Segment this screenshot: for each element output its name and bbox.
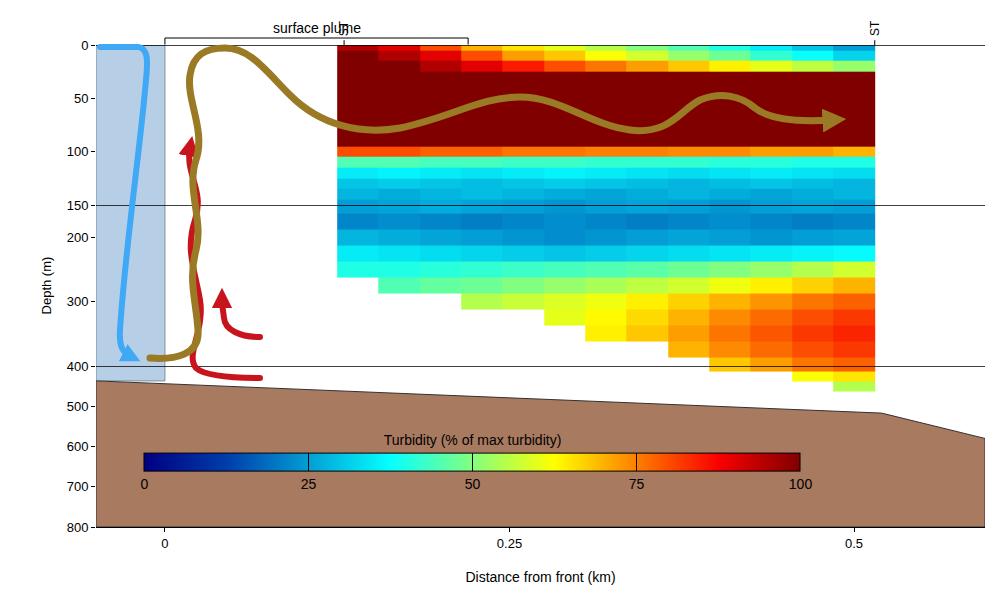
svg-text:100: 100 (67, 144, 89, 159)
svg-text:ST: ST (868, 20, 882, 36)
svg-text:75: 75 (629, 476, 645, 492)
svg-text:50: 50 (465, 476, 481, 492)
svg-text:100: 100 (789, 476, 813, 492)
svg-text:300: 300 (67, 294, 89, 309)
svg-text:Depth (m): Depth (m) (39, 257, 54, 315)
svg-text:700: 700 (67, 479, 89, 494)
svg-text:150: 150 (67, 198, 89, 213)
svg-text:600: 600 (67, 439, 89, 454)
svg-text:25: 25 (301, 476, 317, 492)
svg-text:0: 0 (81, 38, 88, 53)
svg-text:400: 400 (67, 359, 89, 374)
svg-text:Turbidity (% of max turbidity): Turbidity (% of max turbidity) (384, 432, 562, 448)
svg-text:Distance from front (km): Distance from front (km) (465, 569, 615, 585)
svg-text:500: 500 (67, 399, 89, 414)
svg-text:0: 0 (161, 536, 168, 551)
svg-text:200: 200 (67, 230, 89, 245)
svg-text:surface plume: surface plume (273, 20, 361, 36)
svg-text:800: 800 (67, 520, 89, 535)
svg-text:0.25: 0.25 (497, 536, 522, 551)
svg-text:ST: ST (337, 20, 351, 36)
svg-text:0: 0 (141, 476, 149, 492)
svg-text:0.5: 0.5 (845, 536, 863, 551)
svg-text:50: 50 (74, 91, 88, 106)
